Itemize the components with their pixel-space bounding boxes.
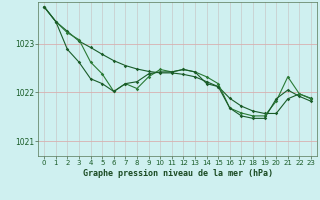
X-axis label: Graphe pression niveau de la mer (hPa): Graphe pression niveau de la mer (hPa) xyxy=(83,169,273,178)
